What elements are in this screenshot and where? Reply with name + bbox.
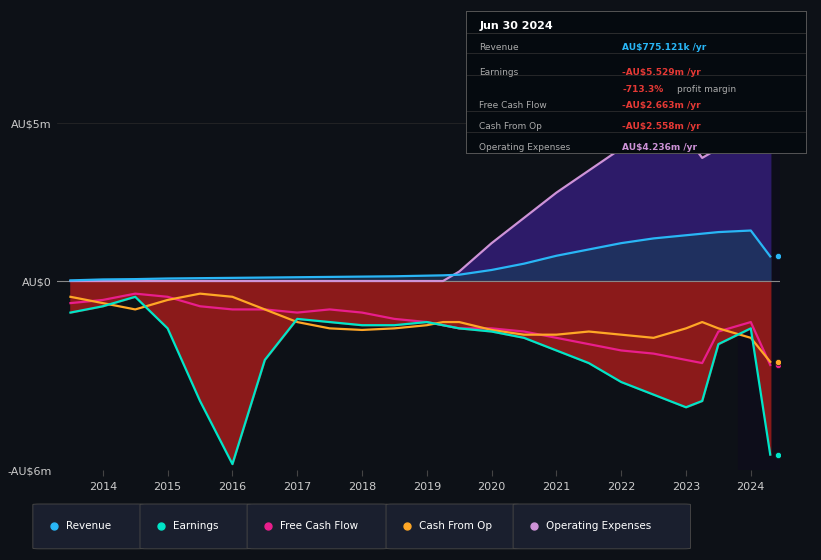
Text: -AU$2.663m /yr: -AU$2.663m /yr	[622, 101, 701, 110]
Text: profit margin: profit margin	[677, 85, 736, 94]
Text: Jun 30 2024: Jun 30 2024	[479, 21, 553, 31]
FancyBboxPatch shape	[33, 504, 144, 549]
Text: Cash From Op: Cash From Op	[420, 521, 493, 531]
Text: Operating Expenses: Operating Expenses	[479, 143, 571, 152]
FancyBboxPatch shape	[247, 504, 388, 549]
FancyBboxPatch shape	[386, 504, 519, 549]
Text: Free Cash Flow: Free Cash Flow	[280, 521, 359, 531]
Text: AU$4.236m /yr: AU$4.236m /yr	[622, 143, 697, 152]
Text: Earnings: Earnings	[173, 521, 218, 531]
Text: -AU$2.558m /yr: -AU$2.558m /yr	[622, 122, 701, 131]
Bar	[738, 123, 780, 470]
Text: Earnings: Earnings	[479, 68, 518, 77]
FancyBboxPatch shape	[513, 504, 690, 549]
Text: Free Cash Flow: Free Cash Flow	[479, 101, 547, 110]
Text: -713.3%: -713.3%	[622, 85, 663, 94]
Text: AU$775.121k /yr: AU$775.121k /yr	[622, 44, 707, 53]
Text: Revenue: Revenue	[479, 44, 519, 53]
Text: -AU$5.529m /yr: -AU$5.529m /yr	[622, 68, 701, 77]
Text: Operating Expenses: Operating Expenses	[547, 521, 652, 531]
FancyBboxPatch shape	[140, 504, 251, 549]
Text: Cash From Op: Cash From Op	[479, 122, 542, 131]
Text: Revenue: Revenue	[67, 521, 111, 531]
